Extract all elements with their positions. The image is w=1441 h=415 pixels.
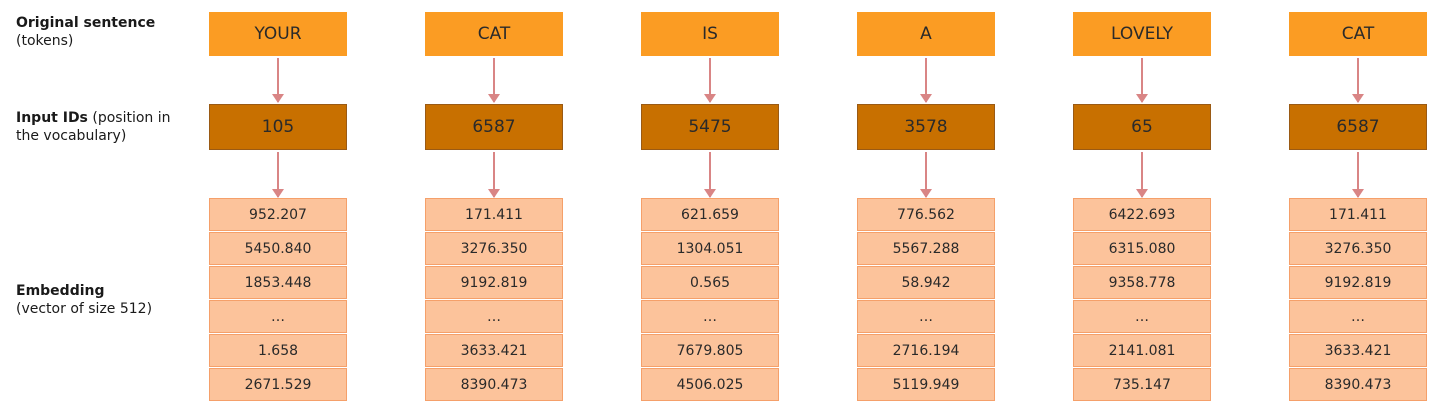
embedding-cell: 5450.840	[209, 232, 347, 265]
token-box: A	[857, 12, 995, 56]
row-label-tokens-title: Original sentence	[16, 15, 156, 31]
embedding-cell: 8390.473	[1289, 368, 1427, 401]
embedding-cell: 776.562	[857, 198, 995, 231]
embedding-cell: …	[857, 300, 995, 333]
row-label-input-ids: Input IDs (position in the vocabulary)	[16, 109, 186, 145]
token-box: CAT	[425, 12, 563, 56]
row-label-emb-sub: (vector of size 512)	[16, 301, 153, 317]
embedding-cell: 3633.421	[425, 334, 563, 367]
embedding-cell: 952.207	[209, 198, 347, 231]
embedding-cell: 2671.529	[209, 368, 347, 401]
arrow-down-icon	[488, 152, 500, 198]
arrow-down-icon	[488, 58, 500, 103]
embedding-cell: 9358.778	[1073, 266, 1211, 299]
arrow-down-icon	[1136, 152, 1148, 198]
embedding-cell: 8390.473	[425, 368, 563, 401]
embedding-vector: 952.207 5450.840 1853.448… 1.658 2671.529	[209, 198, 347, 402]
embedding-vector: 171.411 3276.350 9192.819… 3633.421 8390.473	[425, 198, 563, 402]
embedding-cell: …	[209, 300, 347, 333]
embedding-cell: 6315.080	[1073, 232, 1211, 265]
embedding-cell: 3633.421	[1289, 334, 1427, 367]
token-column: A 3578 776.562 5567.288 58.942… 2716.194 5119.…	[857, 0, 995, 415]
input-id-box: 5475	[641, 104, 779, 150]
embedding-cell: 2716.194	[857, 334, 995, 367]
token-column: LOVELY 65 6422.693 6315.080 9358.778… 2141.08…	[1073, 0, 1211, 415]
arrow-down-icon	[920, 152, 932, 198]
embedding-cell: 3276.350	[1289, 232, 1427, 265]
embedding-cell: 171.411	[1289, 198, 1427, 231]
token-column: YOUR 105 952.207 5450.840 1853.448… 1.658 2671…	[209, 0, 347, 415]
arrow-down-icon	[272, 152, 284, 198]
embedding-vector: 776.562 5567.288 58.942… 2716.194 5119.949	[857, 198, 995, 402]
row-label-embedding: Embedding (vector of size 512)	[16, 282, 152, 318]
embedding-cell: 1853.448	[209, 266, 347, 299]
token-box: CAT	[1289, 12, 1427, 56]
embedding-cell: 3276.350	[425, 232, 563, 265]
input-id-box: 6587	[1289, 104, 1427, 150]
embedding-cell: 9192.819	[1289, 266, 1427, 299]
embedding-cell: 735.147	[1073, 368, 1211, 401]
embedding-cell: …	[1289, 300, 1427, 333]
embedding-cell: 4506.025	[641, 368, 779, 401]
token-column: CAT 6587 171.411 3276.350 9192.819… 3633.421 8…	[425, 0, 563, 415]
arrow-down-icon	[272, 58, 284, 103]
embedding-cell: 6422.693	[1073, 198, 1211, 231]
input-id-box: 3578	[857, 104, 995, 150]
token-column: CAT 6587 171.411 3276.350 9192.819… 3633.421 8…	[1289, 0, 1427, 415]
token-box: LOVELY	[1073, 12, 1211, 56]
embedding-cell: 5119.949	[857, 368, 995, 401]
embedding-cell: 621.659	[641, 198, 779, 231]
arrow-down-icon	[1352, 152, 1364, 198]
arrow-down-icon	[704, 58, 716, 103]
row-label-tokens-sub: (tokens)	[16, 33, 74, 49]
embedding-vector: 171.411 3276.350 9192.819… 3633.421 8390.473	[1289, 198, 1427, 402]
arrow-down-icon	[1136, 58, 1148, 103]
embedding-cell: 9192.819	[425, 266, 563, 299]
embedding-vector: 6422.693 6315.080 9358.778… 2141.081 735.147	[1073, 198, 1211, 402]
embedding-cell: 0.565	[641, 266, 779, 299]
token-column: IS 5475 621.659 1304.051 0.565… 7679.805 4506.…	[641, 0, 779, 415]
row-label-ids-title: Input IDs	[16, 110, 88, 126]
row-label-ids-sub: (position in the vocabulary)	[16, 110, 171, 144]
embedding-cell: …	[1073, 300, 1211, 333]
token-box: YOUR	[209, 12, 347, 56]
arrow-down-icon	[1352, 58, 1364, 103]
embedding-cell: 2141.081	[1073, 334, 1211, 367]
embedding-cell: …	[641, 300, 779, 333]
embedding-cell: 1.658	[209, 334, 347, 367]
embedding-vector: 621.659 1304.051 0.565… 7679.805 4506.025	[641, 198, 779, 402]
arrow-down-icon	[920, 58, 932, 103]
input-id-box: 6587	[425, 104, 563, 150]
input-id-box: 105	[209, 104, 347, 150]
embedding-cell: 171.411	[425, 198, 563, 231]
embedding-cell: …	[425, 300, 563, 333]
row-label-emb-title: Embedding	[16, 283, 105, 299]
embedding-cell: 7679.805	[641, 334, 779, 367]
input-id-box: 65	[1073, 104, 1211, 150]
embedding-cell: 5567.288	[857, 232, 995, 265]
row-label-tokens: Original sentence (tokens)	[16, 14, 155, 50]
token-box: IS	[641, 12, 779, 56]
arrow-down-icon	[704, 152, 716, 198]
embedding-cell: 58.942	[857, 266, 995, 299]
embedding-cell: 1304.051	[641, 232, 779, 265]
